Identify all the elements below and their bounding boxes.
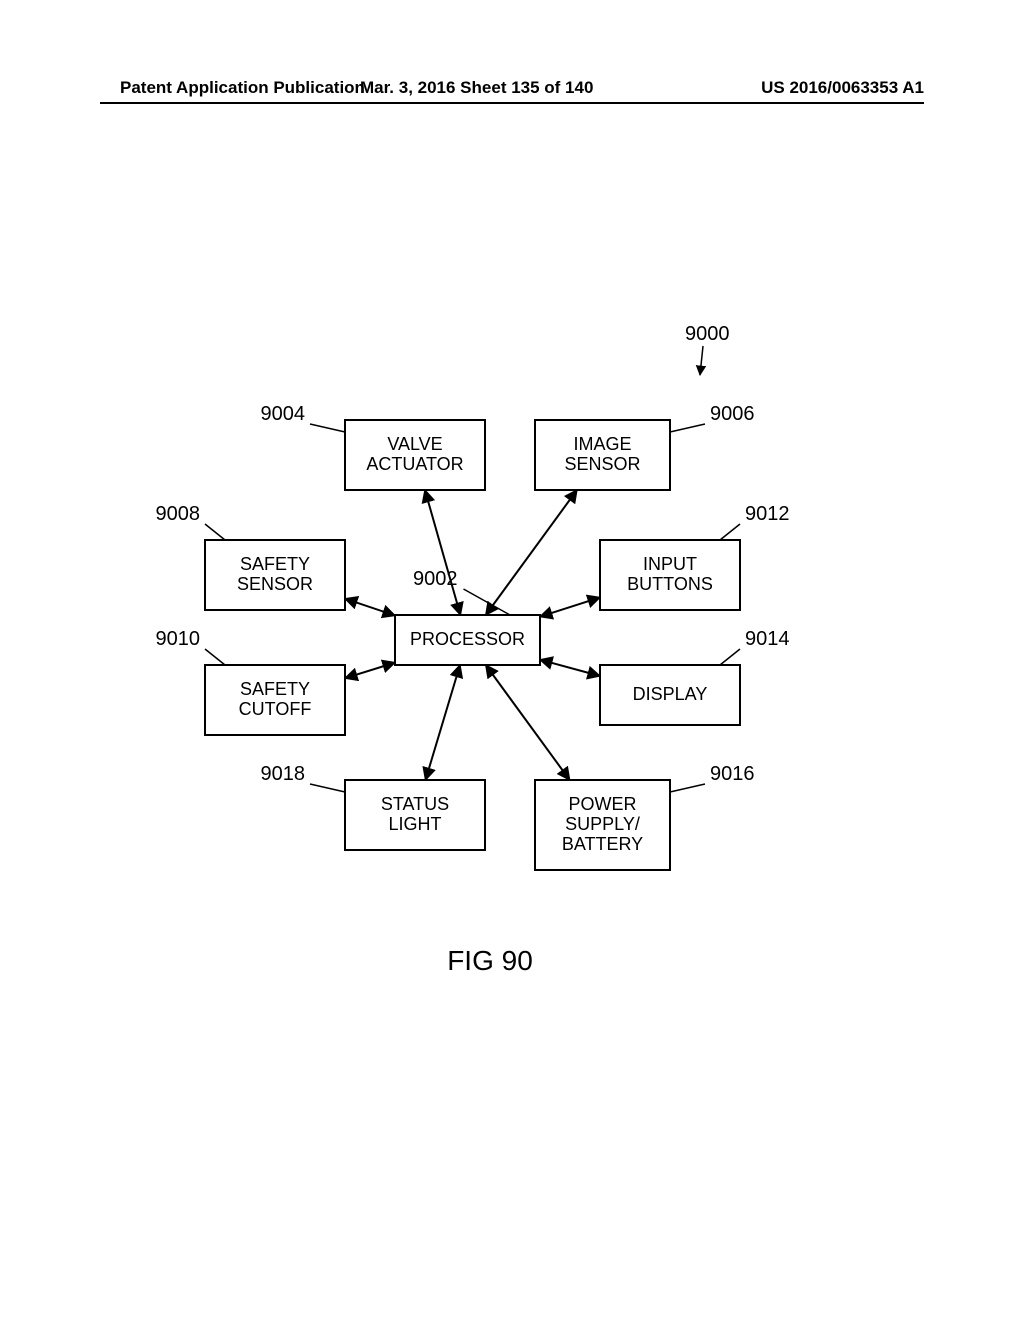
edge-processor-input_buttons: [540, 597, 600, 616]
node-label-processor: PROCESSOR: [410, 629, 525, 649]
node-label-safety_sensor: SAFETY: [240, 554, 310, 574]
page: Patent Application Publication Mar. 3, 2…: [0, 0, 1024, 1320]
edge-processor-display: [540, 660, 600, 676]
node-label-safety_cutoff: CUTOFF: [239, 699, 312, 719]
node-label-safety_cutoff: SAFETY: [240, 679, 310, 699]
node-label-safety_sensor: SENSOR: [237, 574, 313, 594]
node-label-valve_actuator: VALVE: [387, 434, 442, 454]
node-label-power_supply: SUPPLY/: [565, 814, 640, 834]
node-label-power_supply: BATTERY: [562, 834, 643, 854]
ref-assembly-arrow: [700, 346, 703, 375]
ref-safety_sensor: 9008: [156, 503, 201, 525]
edge-processor-valve_actuator: [425, 490, 460, 615]
ref-power_supply: 9016: [710, 763, 755, 785]
header-rule: [100, 102, 924, 104]
edge-processor-safety_sensor: [345, 599, 395, 616]
header-center: Mar. 3, 2016 Sheet 135 of 140: [360, 78, 593, 98]
ref-safety_cutoff: 9010: [156, 628, 201, 650]
node-label-status_light: STATUS: [381, 794, 449, 814]
diagram-container: PROCESSORVALVEACTUATORIMAGESENSORSAFETYS…: [0, 140, 1024, 1240]
node-label-display: DISPLAY: [633, 684, 708, 704]
node-label-power_supply: POWER: [568, 794, 636, 814]
ref-input_buttons: 9012: [745, 503, 790, 525]
ref-valve_actuator: 9004: [261, 403, 306, 425]
header-left: Patent Application Publication: [120, 78, 365, 98]
node-label-valve_actuator: ACTUATOR: [366, 454, 463, 474]
node-label-input_buttons: INPUT: [643, 554, 697, 574]
edge-processor-status_light: [426, 665, 461, 780]
node-label-image_sensor: SENSOR: [564, 454, 640, 474]
ref-processor: 9002: [413, 568, 458, 590]
edge-processor-power_supply: [486, 665, 570, 780]
ref-display: 9014: [745, 628, 790, 650]
edge-processor-safety_cutoff: [345, 663, 395, 679]
node-label-status_light: LIGHT: [388, 814, 441, 834]
node-label-input_buttons: BUTTONS: [627, 574, 713, 594]
figure-label: FIG 90: [447, 945, 533, 976]
ref-image_sensor: 9006: [710, 403, 755, 425]
header-right: US 2016/0063353 A1: [761, 78, 924, 98]
diagram-svg: PROCESSORVALVEACTUATORIMAGESENSORSAFETYS…: [0, 140, 1024, 1240]
ref-status_light: 9018: [261, 763, 306, 785]
ref-assembly: 9000: [685, 323, 730, 345]
edge-processor-image_sensor: [486, 490, 577, 615]
node-label-image_sensor: IMAGE: [573, 434, 631, 454]
